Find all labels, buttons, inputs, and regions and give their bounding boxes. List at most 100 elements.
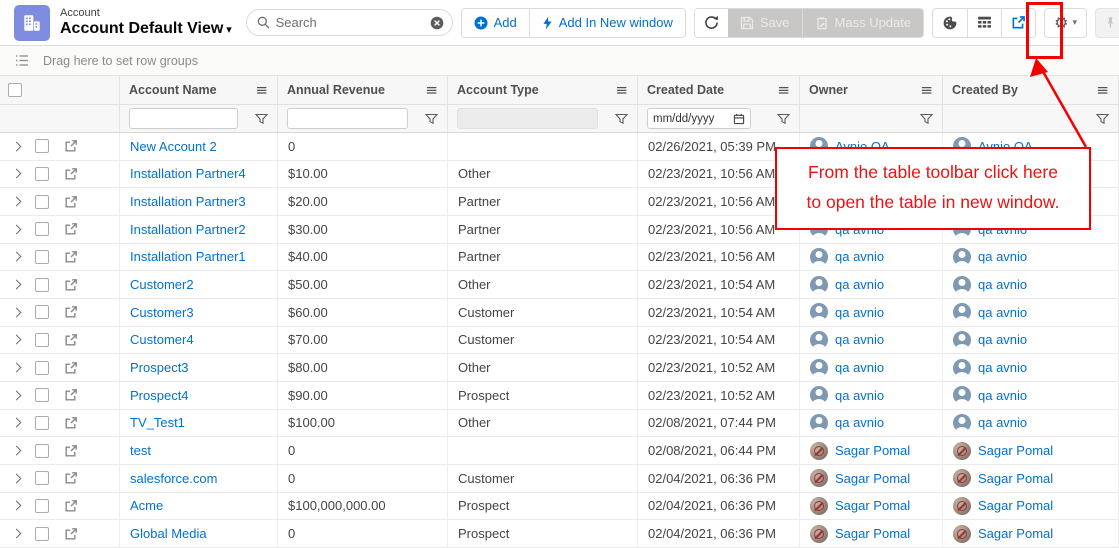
filter-funnel-icon[interactable] xyxy=(1096,113,1109,125)
header-cell-account-name[interactable]: Account Name ≡ xyxy=(120,76,278,104)
row-checkbox[interactable] xyxy=(35,471,49,486)
column-menu-icon[interactable]: ≡ xyxy=(615,81,628,99)
owner-link[interactable]: Sagar Pomal xyxy=(835,498,911,514)
expand-row-chevron-icon[interactable] xyxy=(11,445,22,456)
account-name-link[interactable]: test xyxy=(130,443,151,459)
filter-funnel-icon[interactable] xyxy=(777,113,790,125)
expand-row-chevron-icon[interactable] xyxy=(11,307,22,318)
account-type-filter-input[interactable] xyxy=(457,108,598,129)
account-name-link[interactable]: Prospect3 xyxy=(130,360,189,376)
account-name-link[interactable]: TV_Test1 xyxy=(130,415,185,431)
expand-row-chevron-icon[interactable] xyxy=(11,390,22,401)
annual-revenue-filter-input[interactable] xyxy=(287,108,408,129)
created-by-link[interactable]: Sagar Pomal xyxy=(978,498,1054,514)
filter-funnel-icon[interactable] xyxy=(615,113,628,125)
row-checkbox[interactable] xyxy=(35,305,49,320)
filter-funnel-icon[interactable] xyxy=(255,113,268,125)
header-cell-account-type[interactable]: Account Type ≡ xyxy=(448,76,638,104)
search-box[interactable] xyxy=(245,9,453,36)
settings-button[interactable]: ⚙ ▾ xyxy=(1044,7,1087,38)
expand-row-chevron-icon[interactable] xyxy=(11,362,22,373)
refresh-button[interactable] xyxy=(694,8,728,37)
owner-link[interactable]: Sagar Pomal xyxy=(835,526,911,542)
header-cell-owner[interactable]: Owner ≡ xyxy=(800,76,943,104)
account-name-link[interactable]: Customer3 xyxy=(130,304,194,320)
row-checkbox[interactable] xyxy=(35,526,49,541)
created-by-link[interactable]: qa avnio xyxy=(978,249,1028,265)
open-in-new-window-button[interactable] xyxy=(1001,8,1036,37)
table-layout-button[interactable] xyxy=(967,8,1002,37)
created-by-link[interactable]: qa avnio xyxy=(978,360,1028,376)
open-record-icon[interactable] xyxy=(64,499,78,513)
account-name-link[interactable]: Customer4 xyxy=(130,332,194,348)
expand-row-chevron-icon[interactable] xyxy=(11,417,22,428)
clear-search-icon[interactable] xyxy=(430,16,444,30)
column-menu-icon[interactable]: ≡ xyxy=(255,81,268,99)
owner-link[interactable]: qa avnio xyxy=(835,387,885,403)
expand-row-chevron-icon[interactable] xyxy=(11,141,22,152)
row-checkbox[interactable] xyxy=(35,277,49,292)
expand-row-chevron-icon[interactable] xyxy=(11,196,22,207)
open-record-icon[interactable] xyxy=(64,527,78,541)
open-record-icon[interactable] xyxy=(64,195,78,209)
owner-link[interactable]: qa avnio xyxy=(835,415,885,431)
account-name-link[interactable]: Acme xyxy=(130,498,164,514)
account-name-link[interactable]: Global Media xyxy=(130,526,207,542)
column-menu-icon[interactable]: ≡ xyxy=(777,81,790,99)
open-record-icon[interactable] xyxy=(64,361,78,375)
owner-link[interactable]: Sagar Pomal xyxy=(835,443,911,459)
row-checkbox[interactable] xyxy=(35,139,49,154)
open-record-icon[interactable] xyxy=(64,278,78,292)
created-by-link[interactable]: qa avnio xyxy=(978,415,1028,431)
pin-button[interactable] xyxy=(1095,7,1119,38)
expand-row-chevron-icon[interactable] xyxy=(11,252,22,262)
theme-button[interactable] xyxy=(933,8,968,37)
save-button[interactable]: Save xyxy=(728,9,802,37)
header-cell-created-date[interactable]: Created Date ≡ xyxy=(638,76,800,104)
expand-row-chevron-icon[interactable] xyxy=(11,169,22,179)
open-record-icon[interactable] xyxy=(64,250,78,264)
created-by-link[interactable]: Sagar Pomal xyxy=(978,526,1054,542)
account-name-link[interactable]: Installation Partner4 xyxy=(130,166,246,182)
row-checkbox[interactable] xyxy=(35,415,49,430)
account-name-link[interactable]: Prospect4 xyxy=(130,387,189,403)
add-button[interactable]: Add xyxy=(461,8,529,37)
mass-update-button[interactable]: Mass Update xyxy=(801,8,924,37)
header-cell-annual-revenue[interactable]: Annual Revenue ≡ xyxy=(278,76,448,104)
open-record-icon[interactable] xyxy=(64,222,78,236)
row-checkbox[interactable] xyxy=(35,388,49,403)
expand-row-chevron-icon[interactable] xyxy=(11,500,22,511)
expand-row-chevron-icon[interactable] xyxy=(11,224,22,235)
filter-funnel-icon[interactable] xyxy=(425,113,438,125)
account-name-link[interactable]: Customer2 xyxy=(130,277,194,293)
expand-row-chevron-icon[interactable] xyxy=(11,334,22,345)
column-menu-icon[interactable]: ≡ xyxy=(425,81,438,99)
created-by-link[interactable]: qa avnio xyxy=(978,332,1028,348)
created-date-filter-input[interactable]: mm/dd/yyyy xyxy=(647,108,751,129)
filter-funnel-icon[interactable] xyxy=(920,113,933,125)
row-checkbox[interactable] xyxy=(35,249,49,264)
row-groups-dropzone[interactable]: Drag here to set row groups xyxy=(0,46,1119,76)
column-menu-icon[interactable]: ≡ xyxy=(920,81,933,99)
created-by-link[interactable]: Sagar Pomal xyxy=(978,470,1054,486)
expand-row-chevron-icon[interactable] xyxy=(11,473,22,484)
created-by-link[interactable]: qa avnio xyxy=(978,387,1028,403)
view-selector[interactable]: Account Default View ▾ xyxy=(60,19,232,37)
owner-link[interactable]: qa avnio xyxy=(835,332,885,348)
account-name-link[interactable]: Installation Partner2 xyxy=(130,221,246,237)
owner-link[interactable]: Sagar Pomal xyxy=(835,470,911,486)
row-checkbox[interactable] xyxy=(35,443,49,458)
header-cell-created-by[interactable]: Created By ≡ xyxy=(943,76,1119,104)
created-by-link[interactable]: Sagar Pomal xyxy=(978,443,1054,459)
row-checkbox[interactable] xyxy=(35,194,49,209)
row-checkbox[interactable] xyxy=(35,360,49,375)
owner-link[interactable]: qa avnio xyxy=(835,360,885,376)
account-name-link[interactable]: Installation Partner3 xyxy=(130,194,246,210)
open-record-icon[interactable] xyxy=(64,333,78,347)
row-checkbox[interactable] xyxy=(35,332,49,347)
open-record-icon[interactable] xyxy=(64,167,78,181)
owner-link[interactable]: qa avnio xyxy=(835,277,885,293)
open-record-icon[interactable] xyxy=(64,305,78,319)
account-name-link[interactable]: New Account 2 xyxy=(130,138,217,154)
open-record-icon[interactable] xyxy=(64,471,78,485)
